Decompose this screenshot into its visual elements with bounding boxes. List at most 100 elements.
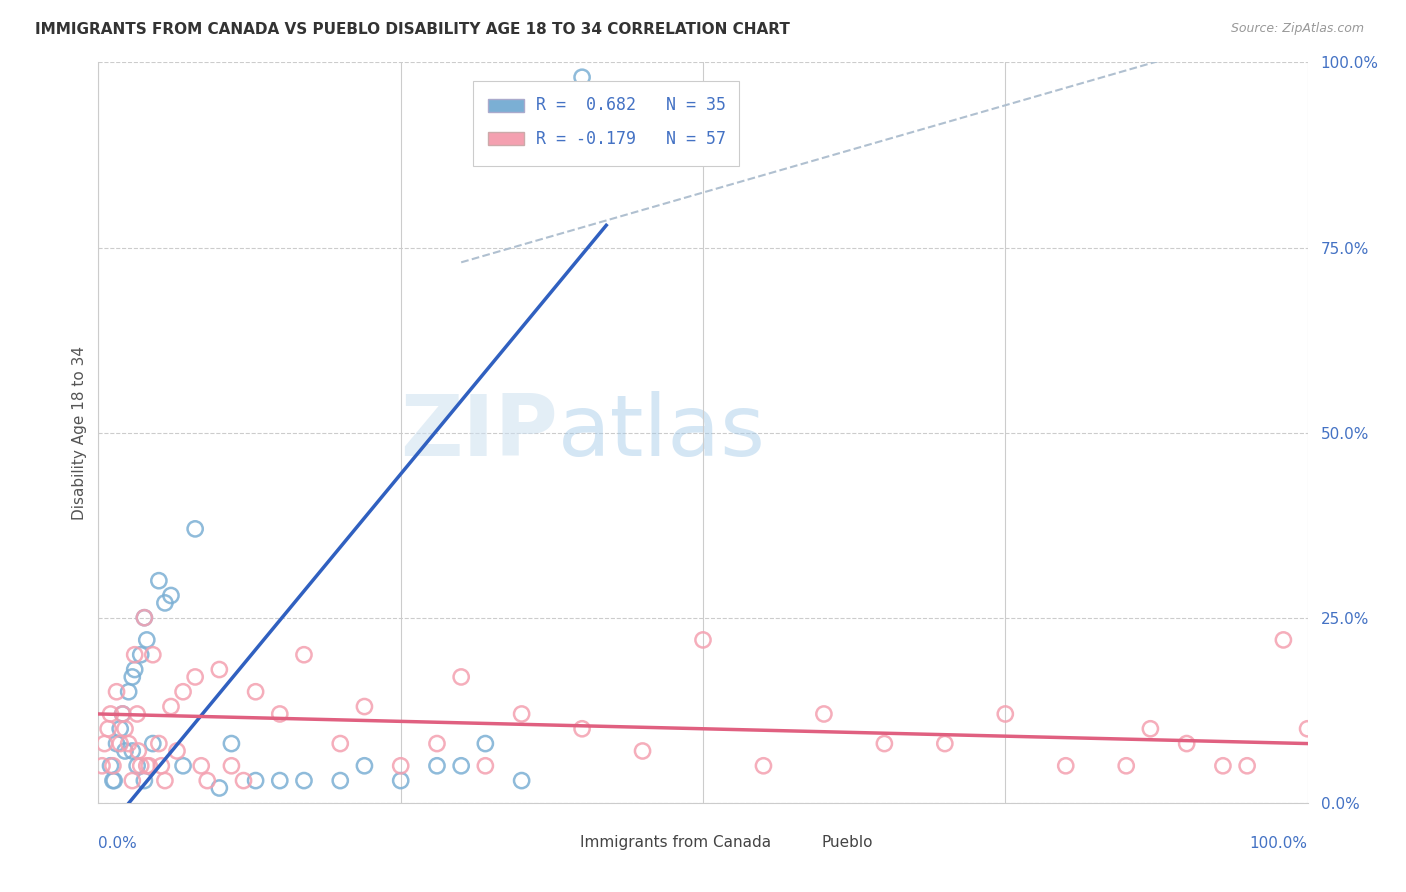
Point (121, 744, 143, 758)
FancyBboxPatch shape (488, 132, 524, 145)
Point (93, 737, 115, 751)
Point (160, 699, 183, 714)
Point (118, 685, 141, 699)
Point (184, 670, 207, 684)
Text: R = -0.179   N = 57: R = -0.179 N = 57 (536, 129, 725, 148)
Point (118, 737, 141, 751)
Point (329, 737, 352, 751)
Text: Immigrants from Canada: Immigrants from Canada (579, 835, 770, 849)
Text: Source: ZipAtlas.com: Source: ZipAtlas.com (1230, 22, 1364, 36)
Point (121, 670, 143, 684)
Point (150, 758, 173, 772)
Point (127, 758, 149, 772)
Point (292, 648, 315, 662)
Point (166, 744, 188, 758)
Point (873, 737, 896, 751)
Point (142, 648, 165, 662)
Point (135, 632, 157, 647)
Point (510, 706, 533, 721)
Point (108, 722, 131, 736)
Point (1175, 737, 1198, 751)
Point (269, 773, 291, 788)
FancyBboxPatch shape (546, 836, 569, 853)
Point (153, 596, 176, 610)
Point (208, 780, 231, 795)
Point (752, 758, 775, 772)
Point (148, 574, 170, 588)
Text: Pueblo: Pueblo (821, 835, 873, 849)
Text: 0.0%: 0.0% (98, 836, 138, 851)
Y-axis label: Disability Age 18 to 34: Disability Age 18 to 34 (72, 345, 87, 520)
Point (510, 773, 533, 788)
Point (692, 632, 714, 647)
Point (571, 70, 593, 85)
Point (111, 706, 134, 721)
Point (389, 758, 412, 772)
Point (100, 706, 122, 721)
Point (135, 758, 157, 772)
Point (571, 722, 593, 736)
Point (426, 737, 449, 751)
Point (184, 522, 207, 536)
Point (474, 737, 496, 751)
Point (108, 737, 131, 751)
Point (91, 758, 114, 772)
Text: R =  0.682   N = 35: R = 0.682 N = 35 (536, 96, 725, 114)
Point (127, 706, 149, 721)
Point (450, 670, 472, 684)
Text: atlas: atlas (558, 391, 766, 475)
Point (105, 737, 128, 751)
Point (426, 758, 449, 772)
Text: 100.0%: 100.0% (1250, 836, 1308, 851)
Point (97, 722, 120, 736)
Point (190, 758, 212, 772)
Point (353, 699, 375, 714)
Point (121, 773, 143, 788)
Point (114, 722, 136, 736)
Point (172, 758, 194, 772)
Point (329, 773, 352, 788)
Point (160, 589, 183, 603)
Point (124, 663, 146, 677)
Point (1236, 758, 1258, 772)
Point (153, 773, 176, 788)
Point (101, 758, 124, 772)
Point (195, 773, 218, 788)
Point (172, 685, 194, 699)
Point (1296, 722, 1319, 736)
Point (208, 663, 231, 677)
Point (1054, 758, 1077, 772)
Point (631, 744, 654, 758)
FancyBboxPatch shape (474, 81, 740, 166)
Point (129, 758, 152, 772)
Point (124, 648, 146, 662)
Text: ZIP: ZIP (401, 391, 558, 475)
Point (232, 773, 254, 788)
Point (994, 706, 1017, 721)
Point (245, 685, 267, 699)
Point (134, 610, 156, 624)
Point (134, 610, 156, 624)
Point (1212, 758, 1234, 772)
Point (450, 758, 472, 772)
Point (221, 758, 243, 772)
Point (353, 758, 375, 772)
Point (105, 685, 128, 699)
FancyBboxPatch shape (787, 836, 811, 853)
Text: IMMIGRANTS FROM CANADA VS PUEBLO DISABILITY AGE 18 TO 34 CORRELATION CHART: IMMIGRANTS FROM CANADA VS PUEBLO DISABIL… (35, 22, 790, 37)
Point (292, 773, 315, 788)
Point (111, 706, 134, 721)
Point (934, 737, 956, 751)
Point (389, 773, 412, 788)
Point (245, 773, 267, 788)
Point (1272, 632, 1295, 647)
Point (129, 648, 152, 662)
FancyBboxPatch shape (488, 99, 524, 112)
Point (100, 758, 122, 772)
Point (142, 737, 165, 751)
Point (1115, 758, 1137, 772)
Point (474, 758, 496, 772)
Point (269, 706, 291, 721)
Point (127, 744, 149, 758)
Point (134, 773, 156, 788)
